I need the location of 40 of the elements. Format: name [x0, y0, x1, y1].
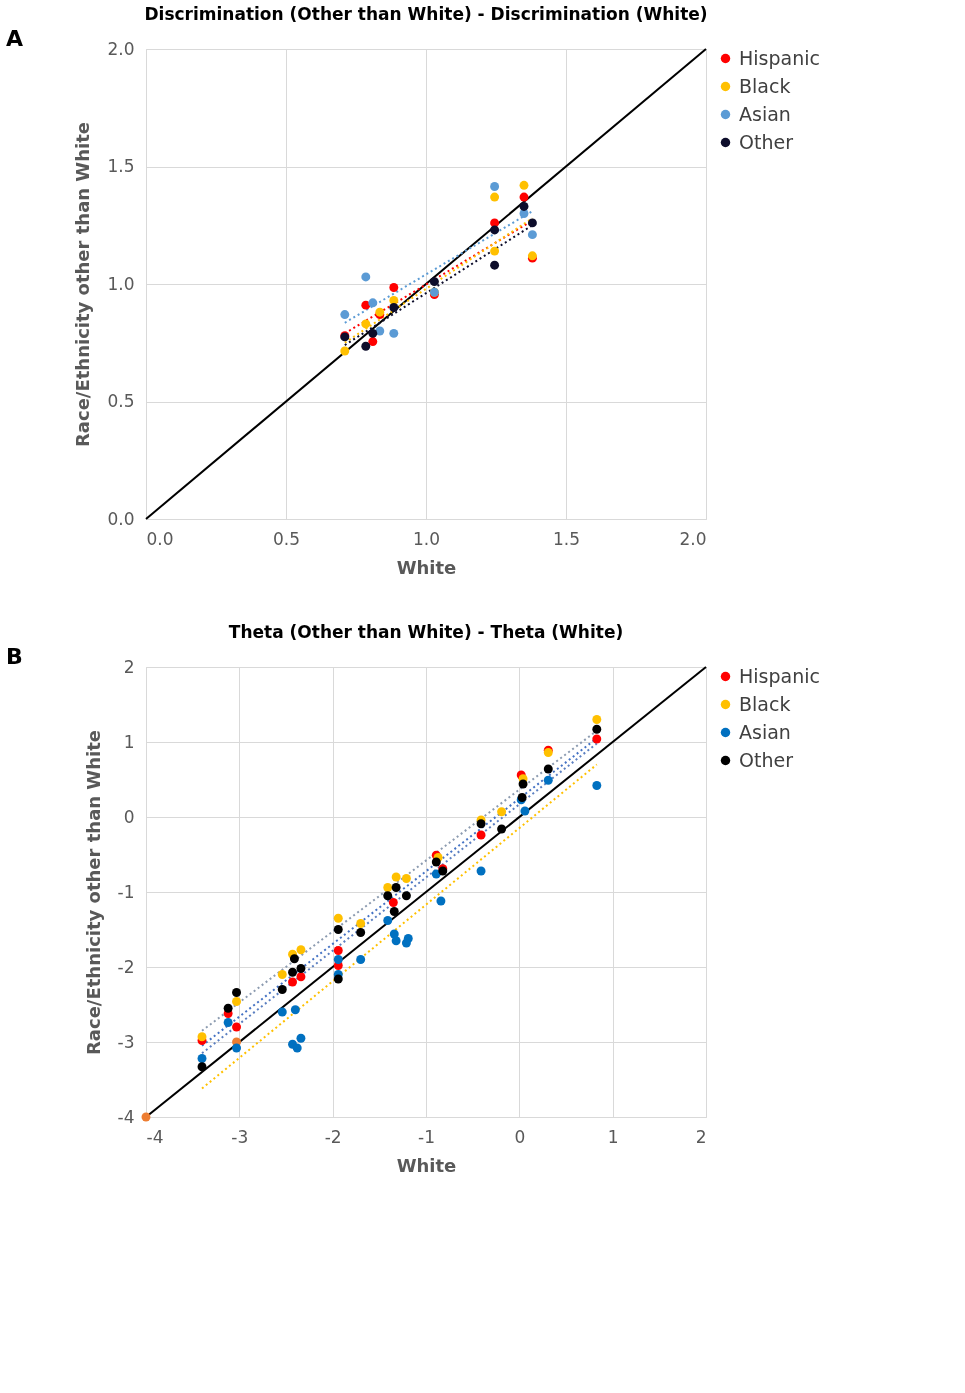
x-tick-label: -2 — [324, 1126, 342, 1147]
y-axis-title: Race/Ethnicity other than White — [82, 729, 104, 1056]
x-tick-label: 1.5 — [552, 528, 581, 549]
x-tick-label: 0.5 — [272, 528, 301, 549]
y-tick-label: -3 — [117, 1031, 135, 1052]
y-tick-label: 1 — [123, 731, 135, 752]
y-tick-label: 2.0 — [107, 38, 135, 59]
legend-label: Other — [739, 130, 794, 153]
y-tick-label: 2 — [123, 656, 135, 677]
x-tick-label: -3 — [231, 1126, 249, 1147]
legend-label: Black — [739, 74, 791, 97]
x-tick-label: 0.0 — [146, 528, 174, 549]
y-tick-label: 1.5 — [107, 156, 135, 176]
x-axis-title: White — [396, 1154, 457, 1176]
y-axis-title: Race/Ethnicity other than White — [72, 121, 94, 448]
y-tick-label: 0.5 — [107, 391, 135, 411]
legend-label: Hispanic — [739, 664, 820, 687]
legend-label: Hispanic — [739, 46, 820, 69]
x-tick-label: 1 — [607, 1126, 619, 1147]
y-tick-label: 0 — [123, 806, 135, 827]
x-tick-label: 2 — [695, 1126, 707, 1147]
x-tick-label: -1 — [418, 1126, 435, 1147]
chart-title: Theta (Other than White) - Theta (White) — [228, 622, 624, 642]
y-tick-label: -1 — [117, 881, 135, 902]
legend-label: Asian — [739, 720, 791, 743]
x-tick-label: 2.0 — [679, 528, 707, 549]
y-tick-label: -4 — [117, 1106, 135, 1127]
text: B — [6, 644, 23, 669]
x-axis-title: White — [396, 556, 457, 578]
legend-label: Asian — [739, 102, 791, 125]
x-tick-label: 1.0 — [412, 528, 441, 549]
x-tick-label: 0 — [514, 1126, 526, 1147]
y-tick-label: -2 — [117, 956, 135, 977]
legend-label: Black — [739, 692, 791, 715]
chart-title: Discrimination (Other than White) - Discrimination (White) — [144, 4, 708, 24]
text: A — [6, 26, 24, 51]
legend-label: Other — [739, 748, 794, 771]
y-tick-label: 1.0 — [107, 273, 135, 294]
x-tick-label: -4 — [146, 1126, 164, 1147]
y-tick-label: 0.0 — [107, 508, 135, 529]
